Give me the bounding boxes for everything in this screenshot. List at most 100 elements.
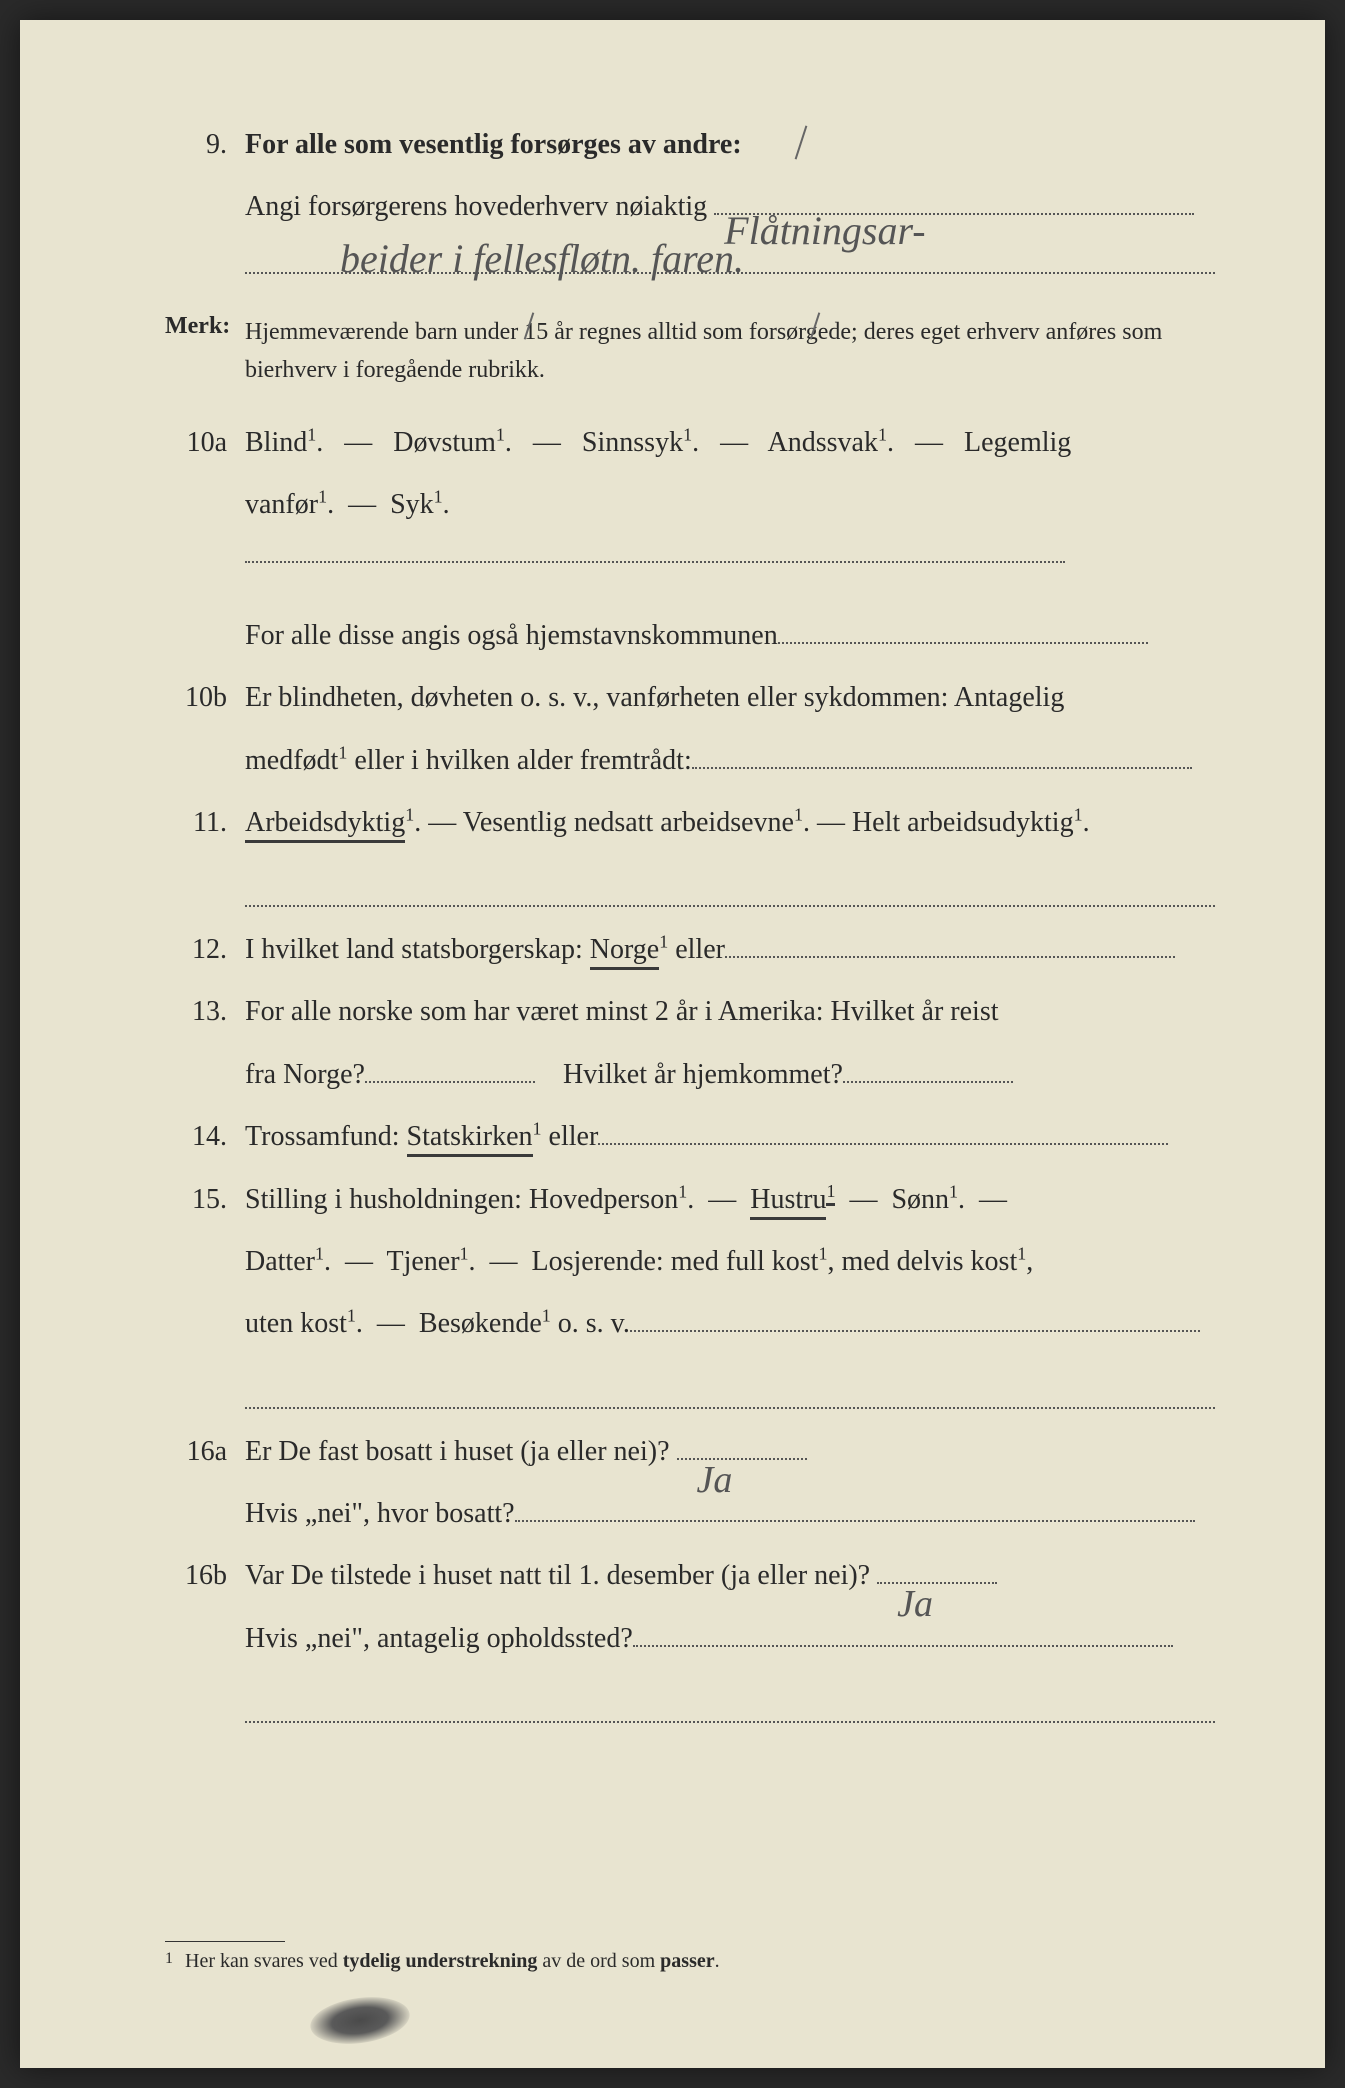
question-16a-line2: Hvis „nei", hvor bosatt? (165, 1489, 1215, 1539)
q16b-hvis: Hvis „nei", antagelig opholdssted? (245, 1623, 633, 1654)
q15-hustru: Hustru (750, 1184, 826, 1220)
q10b-line1: Er blindheten, døvheten o. s. v., vanfør… (245, 682, 1064, 713)
q16a-blank1: Ja (677, 1458, 807, 1460)
q13-content: For alle norske som har været minst 2 år… (245, 987, 1215, 1037)
q16b-line2-content: Hvis „nei", antagelig opholdssted? (245, 1614, 1215, 1664)
q11-nedsatt: Vesentlig nedsatt arbeidsevne (463, 807, 794, 838)
ink-smudge (307, 1991, 412, 2049)
q10b-line2-content: medfødt1 eller i hvilken alder fremtrådt… (245, 736, 1215, 786)
question-15-line3: uten kost1. — Besøkende1 o. s. v. (165, 1299, 1215, 1349)
q15-datter: Datter (245, 1246, 315, 1277)
q14-statskirken: Statskirken (407, 1121, 533, 1157)
q15-text1: Stilling i husholdningen: Hovedperson (245, 1184, 678, 1215)
q15-number: 15. (165, 1175, 245, 1225)
q10b-eller: eller i hvilken alder fremtrådt: (347, 745, 691, 776)
question-10b-line2: medfødt1 eller i hvilken alder fremtrådt… (165, 736, 1215, 786)
q13-hjemkommet: Hvilket år hjemkommet? (563, 1059, 843, 1090)
q9-handwritten2: beider i fellesfløtn. faren. (340, 235, 744, 282)
q15-line3-content: uten kost1. — Besøkende1 o. s. v. (245, 1299, 1215, 1349)
question-13: 13. For alle norske som har været minst … (165, 987, 1215, 1037)
q9-line3: beider i fellesfløtn. faren. (165, 245, 1215, 295)
q15-content: Stilling i husholdningen: Hovedperson1. … (245, 1175, 1215, 1225)
q13-line1: For alle norske som har været minst 2 år… (245, 996, 999, 1027)
q11-number: 11. (165, 798, 245, 848)
q10a-blank2 (778, 642, 1148, 644)
q13-blank2 (843, 1081, 1013, 1083)
q9-content: For alle som vesentlig forsørges av andr… (245, 120, 1215, 170)
q14-number: 14. (165, 1112, 245, 1162)
q10a-content: Blind1. — Døvstum1. — Sinnssyk1. — Andss… (245, 418, 1215, 468)
q16b-blank1: Ja (877, 1582, 997, 1584)
question-15: 15. Stilling i husholdningen: Hovedperso… (165, 1175, 1215, 1225)
q15-uten: uten kost (245, 1308, 347, 1339)
q10b-medfodt: medfødt (245, 745, 338, 776)
question-10b: 10b Er blindheten, døvheten o. s. v., va… (165, 673, 1215, 723)
q13-number: 13. (165, 987, 245, 1037)
q10a-syk: Syk (390, 489, 434, 520)
q10b-blank (692, 767, 1192, 769)
q13-blank1 (365, 1081, 535, 1083)
q14-text1: Trossamfund: (245, 1121, 407, 1152)
q11-udyktig: Helt arbeidsudyktig (852, 807, 1074, 838)
q12-text1: I hvilket land statsborgerskap: (245, 934, 590, 965)
q15-blank2 (245, 1380, 1215, 1409)
footnote-text: Her kan svares ved tydelig understreknin… (185, 1950, 720, 1973)
q9-blank1: Flåtningsar- (714, 213, 1194, 215)
q14-content: Trossamfund: Statskirken1 eller (245, 1112, 1215, 1162)
footnote-text-row: 1 Her kan svares ved tydelig understrekn… (165, 1950, 1215, 1973)
q13-franorge: fra Norge? (245, 1059, 365, 1090)
question-15-line2: Datter1. — Tjener1. — Losjerende: med fu… (165, 1237, 1215, 1287)
q15-line2-content: Datter1. — Tjener1. — Losjerende: med fu… (245, 1237, 1215, 1287)
question-9: 9. For alle som vesentlig forsørges av a… (165, 120, 1215, 170)
q12-eller: eller (668, 934, 725, 965)
q15-besok: Besøkende (419, 1308, 542, 1339)
q15-osv: o. s. v. (551, 1308, 630, 1339)
q10a-sinnssyk: Sinnssyk (582, 427, 683, 458)
q16a-hvis: Hvis „nei", hvor bosatt? (245, 1498, 515, 1529)
q10a-hjemstavn: For alle disse angis også hjemstavnskomm… (245, 620, 778, 651)
q16a-line2-content: Hvis „nei", hvor bosatt? (245, 1489, 1215, 1539)
q10b-content: Er blindheten, døvheten o. s. v., vanfør… (245, 673, 1215, 723)
q16a-line1: Er De fast bosatt i huset (ja eller nei)… (245, 1436, 670, 1467)
q10a-andssvak: Andssvak (768, 427, 878, 458)
q11-content: Arbeidsdyktig1. — Vesentlig nedsatt arbe… (245, 798, 1215, 848)
merk-note: Merk: Hjemmeværende barn under 15 år reg… (165, 313, 1215, 390)
q12-content: I hvilket land statsborgerskap: Norge1 e… (245, 925, 1215, 975)
q12-blank (725, 956, 1175, 958)
q16a-number: 16a (165, 1427, 245, 1477)
q10b-number: 10b (165, 673, 245, 723)
q15-sonn: Sønn (891, 1184, 949, 1215)
q9-line2-content: Angi forsørgerens hovederhverv nøiaktig … (245, 182, 1215, 232)
q15-los: Losjerende: med full kost (532, 1246, 819, 1277)
q16a-blank2 (515, 1520, 1195, 1522)
footnote-rule (165, 1941, 285, 1942)
q12-norge: Norge (590, 934, 659, 970)
q16b-line1: Var De tilstede i huset natt til 1. dese… (245, 1560, 870, 1591)
q12-number: 12. (165, 925, 245, 975)
question-16a: 16a Er De fast bosatt i huset (ja eller … (165, 1427, 1215, 1477)
q9-line2-label: Angi forsørgerens hovederhverv nøiaktig (245, 191, 707, 222)
q16b-blank3 (245, 1694, 1215, 1723)
q10a-blind: Blind (245, 427, 307, 458)
q14-eller: eller (542, 1121, 599, 1152)
q10a-line2-content: vanfør1. — Syk1. (245, 480, 1215, 581)
footnote: 1 Her kan svares ved tydelig understrekn… (165, 1941, 1215, 1973)
question-11: 11. Arbeidsdyktig1. — Vesentlig nedsatt … (165, 798, 1215, 848)
question-13-line2: fra Norge? Hvilket år hjemkommet? (165, 1050, 1215, 1100)
question-9-line2: Angi forsørgerens hovederhverv nøiaktig … (165, 182, 1215, 232)
q10a-legemlig: Legemlig (964, 427, 1071, 458)
merk-label: Merk: (165, 313, 245, 340)
q14-blank (598, 1143, 1168, 1145)
question-16b: 16b Var De tilstede i huset natt til 1. … (165, 1551, 1215, 1601)
q16b-content: Var De tilstede i huset natt til 1. dese… (245, 1551, 1215, 1601)
q9-number: 9. (165, 120, 245, 170)
q15-tjener: Tjener (386, 1246, 459, 1277)
q10a-line3-content: For alle disse angis også hjemstavnskomm… (245, 611, 1215, 661)
q10a-blank1 (245, 561, 1065, 563)
q10a-dovstum: Døvstum (393, 427, 496, 458)
footnote-number: 1 (165, 1950, 173, 1973)
merk-content: Hjemmeværende barn under 15 år regnes al… (245, 313, 1215, 390)
document-page: 9. For alle som vesentlig forsørges av a… (20, 20, 1325, 2068)
q16a-content: Er De fast bosatt i huset (ja eller nei)… (245, 1427, 1215, 1477)
q10a-vanfor: vanfør (245, 489, 318, 520)
